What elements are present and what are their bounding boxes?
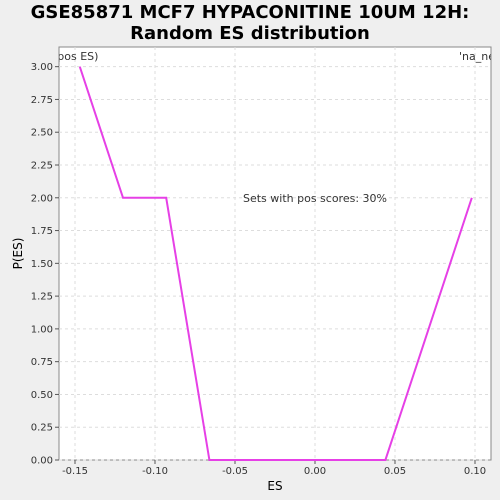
legend-right-label: 'na_ne: [459, 50, 495, 63]
x-tick-label: 0.10: [464, 466, 486, 477]
chart-title-line-2: Random ES distribution: [130, 23, 370, 44]
chart-title-line-1: GSE85871 MCF7 HYPACONITINE 10UM 12H:: [30, 2, 470, 23]
y-tick-label: 2.75: [31, 95, 53, 106]
y-tick-label: 0.50: [31, 390, 53, 401]
y-tick-label: 2.50: [31, 128, 53, 139]
plot-area: [58, 46, 492, 461]
y-tick-label: 1.75: [31, 226, 53, 237]
legend-left-label: (pos ES): [53, 50, 98, 63]
x-tick-label: -0.10: [142, 466, 168, 477]
x-tick-label: 0.00: [304, 466, 326, 477]
y-axis-title: P(ES): [11, 238, 25, 270]
annotation-text: Sets with pos scores: 30%: [243, 192, 387, 205]
series-line: [78, 66, 473, 461]
y-tick-label: 1.00: [31, 324, 53, 335]
x-tick-label: 0.05: [384, 466, 406, 477]
y-tick-label: 3.00: [31, 62, 53, 73]
y-tick-label: 2.00: [31, 193, 53, 204]
chart-title: GSE85871 MCF7 HYPACONITINE 10UM 12H: Ran…: [0, 2, 500, 44]
y-tick-label: 1.25: [31, 292, 53, 303]
series-group: [78, 66, 473, 461]
y-tick-label: 2.25: [31, 161, 53, 172]
y-tick-label: 0.75: [31, 357, 53, 368]
y-tick-label: 0.25: [31, 423, 53, 434]
y-tick-label: 0.00: [31, 456, 53, 467]
x-tick-label: -0.15: [62, 466, 88, 477]
y-tick-label: 1.50: [31, 259, 53, 270]
x-axis: -0.15 -0.10 -0.05 0.00 0.05 0.10: [62, 460, 486, 477]
y-axis: 0.00 0.25 0.50 0.75 1.00 1.25 1.50 1.75 2.00 2.25…: [31, 62, 59, 467]
x-tick-label: -0.05: [222, 466, 248, 477]
x-axis-title: ES: [267, 479, 282, 493]
